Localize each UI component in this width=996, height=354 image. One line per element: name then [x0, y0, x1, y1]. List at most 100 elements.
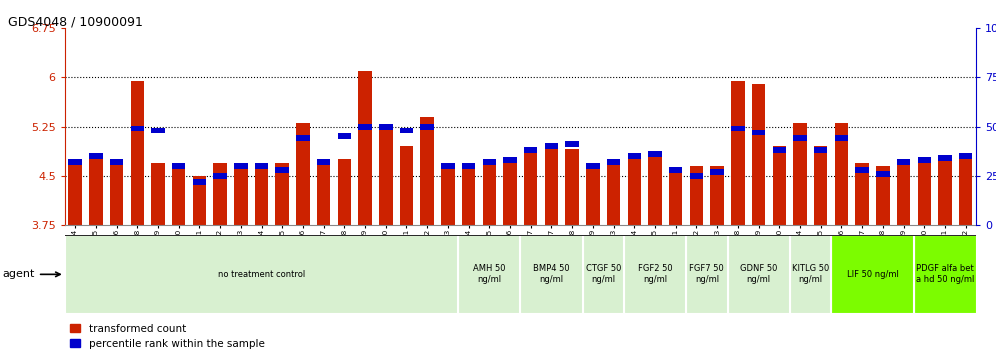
Bar	[192, 179, 206, 184]
Bar	[917, 157, 931, 163]
Text: AMH 50
ng/ml: AMH 50 ng/ml	[473, 264, 506, 284]
Text: KITLG 50
ng/ml: KITLG 50 ng/ml	[792, 264, 829, 284]
Bar	[296, 123, 310, 225]
Bar	[686, 235, 727, 313]
Bar	[503, 162, 517, 225]
Bar	[110, 159, 124, 165]
Bar	[462, 166, 475, 225]
Text: FGF7 50
ng/ml: FGF7 50 ng/ml	[689, 264, 724, 284]
Bar	[856, 162, 869, 225]
Bar	[669, 167, 682, 173]
Bar	[752, 84, 765, 225]
Bar	[583, 235, 623, 313]
Bar	[856, 167, 869, 173]
Bar	[831, 235, 914, 313]
Bar	[172, 166, 185, 225]
Bar	[359, 71, 372, 225]
Bar	[521, 235, 583, 313]
Text: CTGF 50
ng/ml: CTGF 50 ng/ml	[586, 264, 621, 284]
Bar	[914, 235, 976, 313]
Bar	[338, 159, 351, 225]
Text: no treatment control: no treatment control	[218, 270, 305, 279]
Bar	[648, 156, 661, 225]
Bar	[151, 127, 164, 133]
Bar	[192, 176, 206, 225]
Bar	[234, 163, 248, 169]
Bar	[420, 117, 434, 225]
Bar	[607, 159, 621, 225]
Bar	[587, 163, 600, 169]
Bar	[876, 171, 889, 177]
Bar	[627, 159, 641, 225]
Bar	[420, 124, 434, 130]
Bar	[458, 235, 521, 313]
Bar	[623, 235, 686, 313]
Bar	[690, 166, 703, 225]
Bar	[896, 159, 910, 225]
Bar	[234, 162, 248, 225]
Bar	[938, 156, 952, 225]
Bar	[959, 153, 972, 159]
Bar	[483, 159, 496, 165]
Text: FGF2 50
ng/ml: FGF2 50 ng/ml	[637, 264, 672, 284]
Bar	[938, 155, 952, 161]
Bar	[648, 151, 661, 157]
Bar	[545, 149, 558, 225]
Bar	[441, 166, 454, 225]
Bar	[462, 163, 475, 169]
Text: PDGF alfa bet
a hd 50 ng/ml: PDGF alfa bet a hd 50 ng/ml	[916, 264, 974, 284]
Legend: transformed count, percentile rank within the sample: transformed count, percentile rank withi…	[70, 324, 265, 349]
Text: GDNF 50
ng/ml: GDNF 50 ng/ml	[740, 264, 777, 284]
Bar	[255, 163, 268, 169]
Text: LIF 50 ng/ml: LIF 50 ng/ml	[847, 270, 898, 279]
Bar	[727, 235, 790, 313]
Text: GDS4048 / 10900091: GDS4048 / 10900091	[8, 15, 143, 28]
Bar	[338, 133, 351, 139]
Bar	[69, 162, 82, 225]
Bar	[566, 149, 579, 225]
Bar	[607, 159, 621, 165]
Bar	[710, 166, 724, 225]
Bar	[296, 135, 310, 141]
Bar	[151, 162, 164, 225]
Bar	[669, 169, 682, 225]
Bar	[959, 153, 972, 225]
Bar	[379, 127, 392, 225]
Bar	[379, 124, 392, 130]
Bar	[276, 162, 289, 225]
Bar	[896, 159, 910, 165]
Bar	[255, 162, 268, 225]
Bar	[172, 163, 185, 169]
Bar	[69, 159, 82, 165]
Bar	[790, 235, 831, 313]
Bar	[917, 159, 931, 225]
Bar	[876, 166, 889, 225]
Bar	[317, 159, 331, 165]
Bar	[752, 130, 765, 135]
Bar	[524, 149, 538, 225]
Bar	[627, 153, 641, 159]
Bar	[731, 81, 745, 225]
Bar	[130, 126, 144, 131]
Text: agent: agent	[3, 269, 60, 279]
Bar	[359, 124, 372, 130]
Bar	[399, 127, 413, 133]
Bar	[65, 235, 458, 313]
Bar	[110, 162, 124, 225]
Bar	[213, 162, 227, 225]
Bar	[814, 147, 828, 153]
Bar	[399, 146, 413, 225]
Bar	[814, 146, 828, 225]
Bar	[566, 141, 579, 147]
Bar	[773, 147, 786, 153]
Bar	[276, 167, 289, 173]
Bar	[710, 169, 724, 175]
Bar	[317, 159, 331, 225]
Bar	[503, 157, 517, 163]
Bar	[89, 159, 103, 225]
Bar	[773, 146, 786, 225]
Bar	[690, 173, 703, 179]
Bar	[793, 135, 807, 141]
Bar	[835, 135, 849, 141]
Bar	[545, 143, 558, 149]
